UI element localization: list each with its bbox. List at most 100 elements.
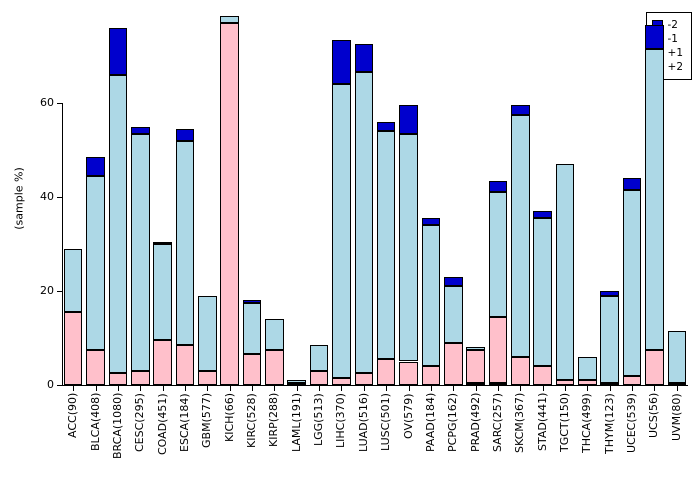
x-axis-category-label: LAML(191)	[289, 393, 303, 453]
bar-segment-plus1	[265, 349, 284, 385]
x-axis-category-label: UVM(80)	[669, 393, 683, 441]
x-axis-tick	[453, 386, 455, 391]
bar-segment-minus1	[332, 84, 351, 378]
x-axis-category-label: OV(579)	[401, 393, 415, 439]
x-axis-tick	[319, 386, 321, 391]
bar-segment-minus1	[175, 140, 195, 346]
bar-segment-minus2	[332, 39, 351, 85]
bar-segment-minus1	[198, 295, 217, 371]
bar-segment-plus2	[488, 382, 508, 385]
x-axis-category-label: KIRP(288)	[267, 393, 281, 448]
y-axis-title: (sample %)	[12, 167, 26, 230]
bar-segment-minus1	[645, 48, 664, 350]
bar-segment-minus1	[354, 72, 374, 374]
x-axis-category-label: KIRC(528)	[245, 393, 259, 448]
bar-segment-plus1	[466, 349, 485, 383]
x-axis-category-label: SARC(257)	[490, 393, 504, 453]
bar-segment-minus2	[354, 44, 374, 73]
bar-segment-plus1	[578, 380, 597, 385]
bar-segment-minus1	[309, 345, 329, 371]
bar-segment-plus1	[511, 356, 530, 385]
x-axis-category-label: BRCA(1080)	[110, 393, 124, 460]
x-axis-tick	[95, 386, 97, 391]
x-axis-tick	[676, 386, 678, 391]
x-axis-category-label: UCS(56)	[647, 393, 661, 439]
bar-segment-plus1	[63, 312, 83, 385]
bar-segment-minus1	[578, 356, 597, 381]
bar-segment-minus2	[376, 121, 396, 132]
y-axis-line	[62, 103, 63, 385]
x-axis-tick	[73, 386, 75, 391]
x-axis-tick	[274, 386, 276, 391]
x-axis-category-label: LUSC(501)	[379, 393, 393, 451]
bar-segment-minus1	[399, 133, 418, 362]
legend-label: +1	[667, 47, 683, 59]
bar-segment-minus2	[622, 178, 642, 190]
bar-segment-plus1	[443, 342, 463, 385]
legend-label: -2	[667, 19, 678, 31]
y-axis-tick	[57, 291, 62, 292]
bar-segment-minus2	[242, 300, 262, 303]
x-axis-category-label: KICH(66)	[222, 393, 236, 442]
x-axis-category-label: PCPG(162)	[446, 393, 460, 453]
bar-segment-minus2	[86, 157, 105, 176]
bar-segment-plus1	[488, 316, 508, 383]
x-axis-tick	[497, 386, 499, 391]
bar-segment-plus1	[287, 382, 307, 385]
x-axis-tick	[654, 386, 656, 391]
bar-segment-minus2	[511, 105, 530, 115]
bar-segment-minus2	[533, 211, 552, 219]
bar-segment-minus1	[63, 248, 83, 313]
x-axis-category-label: THYM(123)	[602, 393, 616, 454]
x-axis-tick	[565, 386, 567, 391]
x-axis-tick	[386, 386, 388, 391]
bar-segment-minus2	[108, 27, 128, 75]
bar-segment-minus2	[175, 128, 195, 141]
x-axis-tick	[117, 386, 119, 391]
bar-segment-plus1	[86, 349, 105, 385]
x-axis-tick	[296, 386, 298, 391]
bar-segment-plus1	[175, 345, 195, 385]
x-axis-tick	[520, 386, 522, 391]
x-axis-category-label: LIHC(370)	[334, 393, 348, 448]
x-axis-tick	[609, 386, 611, 391]
bar-segment-plus1	[667, 382, 687, 385]
bar-segment-minus1	[421, 225, 441, 367]
bar-segment-minus1	[153, 244, 172, 341]
legend-label: -1	[667, 33, 678, 45]
x-axis-tick	[229, 386, 231, 391]
bar-segment-plus1	[376, 359, 396, 385]
x-axis-tick	[587, 386, 589, 391]
bar-segment-plus1	[332, 377, 351, 385]
bar-segment-plus1	[421, 366, 441, 385]
bar-segment-plus1	[198, 370, 217, 385]
x-axis-tick	[408, 386, 410, 391]
bar-segment-plus1	[108, 373, 128, 385]
x-axis-category-label: LGG(513)	[312, 393, 326, 446]
bar-segment-minus1	[466, 347, 485, 350]
bar-segment-plus1	[242, 354, 262, 385]
bar-segment-minus2	[130, 126, 150, 134]
bar-segment-minus1	[443, 286, 463, 343]
x-axis-category-label: PAAD(184)	[423, 393, 437, 453]
x-axis-category-label: ESCA(184)	[177, 393, 191, 452]
x-axis-category-label: PRAD(492)	[468, 393, 482, 453]
y-axis-tick-label: 60	[40, 96, 54, 109]
bar-segment-minus1	[376, 131, 396, 360]
x-axis-tick	[542, 386, 544, 391]
y-axis-tick	[57, 385, 62, 386]
x-axis-category-label: COAD(451)	[155, 393, 169, 455]
y-axis-tick	[57, 103, 62, 104]
bar-segment-minus1	[622, 189, 642, 376]
bar-segment-minus1	[86, 175, 105, 350]
x-axis-category-label: ACC(90)	[66, 393, 80, 439]
y-axis-tick-label: 20	[40, 284, 54, 297]
bar-segment-minus1	[287, 380, 307, 383]
x-axis-tick	[184, 386, 186, 391]
x-axis-tick	[430, 386, 432, 391]
bar-segment-minus1	[265, 319, 284, 350]
x-axis-category-label: TGCT(150)	[558, 393, 572, 453]
x-axis-line	[62, 385, 688, 386]
bar-segment-minus2	[399, 105, 418, 134]
